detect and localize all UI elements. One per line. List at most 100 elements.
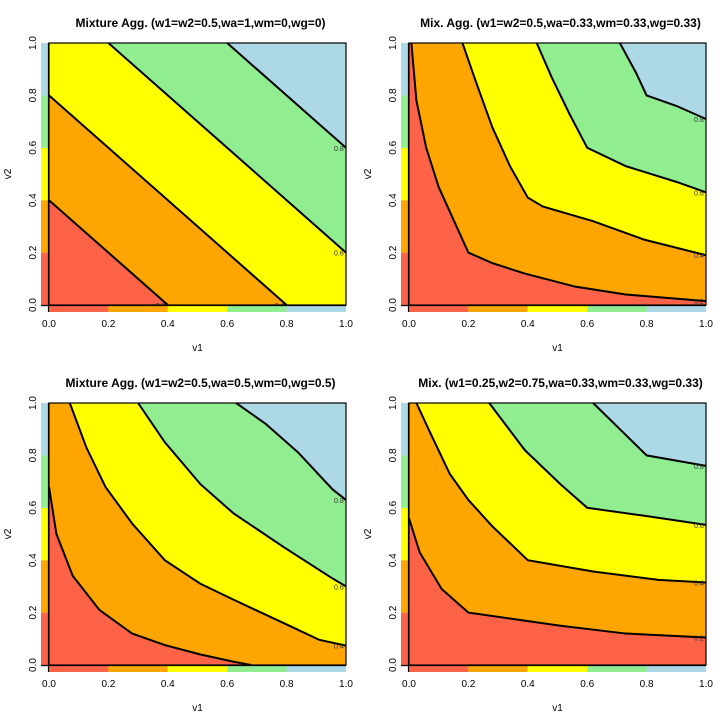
left-key-1 xyxy=(41,200,48,253)
y-axis-label: v2 xyxy=(363,168,374,179)
bottom-key-3 xyxy=(587,666,647,672)
region-below-0.4 xyxy=(409,403,706,665)
bottom-key-4 xyxy=(646,306,706,312)
plot-frame xyxy=(408,402,707,666)
contour-line-0.2 xyxy=(408,517,707,639)
x-tick-label: 0.4 xyxy=(521,319,535,330)
x-tick-label: 0.6 xyxy=(580,319,594,330)
contour-label-0.8: 0.8 xyxy=(694,117,704,124)
region-below-0.2 xyxy=(49,486,251,665)
contour-line-0.8 xyxy=(235,402,347,501)
y-tick-label: 0.8 xyxy=(388,448,399,462)
bottom-key-4 xyxy=(646,666,706,672)
x-tick-label: 0.4 xyxy=(161,319,175,330)
bottom-key-4 xyxy=(286,306,346,312)
panel-3: 0.20.40.60.80.00.20.40.60.81.00.00.20.40… xyxy=(3,376,353,714)
contour-label-0.4: 0.4 xyxy=(334,644,344,651)
contour-line-0.6 xyxy=(488,402,707,526)
bottom-key-0 xyxy=(409,666,469,672)
x-tick-label: 1.0 xyxy=(339,319,353,330)
contour-label-0.8: 0.8 xyxy=(334,146,344,153)
contour-label-0.6: 0.6 xyxy=(334,584,344,591)
contour-label-0.2: 0.2 xyxy=(694,299,704,306)
contour-line-0.2 xyxy=(48,486,252,666)
x-tick-label: 0.6 xyxy=(580,679,594,690)
panel-4: 0.2 0.4 0.6 0.8 0.0 0.2 0.4 0.6 0.8 1.0 0.0 0.2 0.4 0… xyxy=(363,376,713,714)
y-tick-label: 0.4 xyxy=(388,553,399,567)
x-tick-label: 0.2 xyxy=(101,679,115,690)
x-axis-label: v1 xyxy=(192,703,203,714)
contour-line-0.6 xyxy=(535,42,707,194)
y-tick-label: 0.6 xyxy=(28,140,39,154)
contour-line-0.4 xyxy=(415,402,707,584)
left-key-3 xyxy=(41,455,48,508)
bottom-key-4 xyxy=(286,666,346,672)
region-below-0.4 xyxy=(49,403,346,665)
panel-title: Mixture Agg. (w1=w2=0.5,wa=0.5,wm=0,wg=0… xyxy=(66,376,336,390)
bottom-key-0 xyxy=(409,306,469,312)
y-axis-label: v2 xyxy=(3,168,14,179)
y-tick-label: 0.6 xyxy=(28,500,39,514)
region-below-0.2 xyxy=(409,518,706,665)
y-tick-label: 0.0 xyxy=(28,658,39,672)
y-tick-label: 1.0 xyxy=(28,36,39,50)
contour-line-0.8 xyxy=(226,42,347,149)
y-axis-label: v2 xyxy=(3,528,14,539)
x-tick-label: 0.0 xyxy=(402,319,416,330)
left-key-4 xyxy=(41,403,48,456)
x-tick-label: 0.2 xyxy=(461,319,475,330)
left-key-2 xyxy=(41,147,48,201)
contour-label-0.4: 0.4 xyxy=(694,253,704,260)
y-tick-label: 0.0 xyxy=(388,658,399,672)
left-key-2 xyxy=(401,147,408,201)
y-tick-label: 0.6 xyxy=(388,140,399,154)
y-axis-label: v2 xyxy=(363,528,374,539)
bottom-key-2 xyxy=(527,666,588,672)
x-axis-label: v1 xyxy=(552,343,563,354)
y-tick-label: 0.0 xyxy=(28,298,39,312)
y-tick-label: 1.0 xyxy=(388,396,399,410)
y-tick-label: 0.0 xyxy=(388,298,399,312)
x-tick-label: 0.6 xyxy=(220,679,234,690)
left-key-0 xyxy=(401,612,408,665)
bottom-key-1 xyxy=(108,306,168,312)
left-key-1 xyxy=(401,200,408,253)
x-tick-label: 0.6 xyxy=(220,319,234,330)
bottom-key-2 xyxy=(527,306,588,312)
y-tick-label: 0.4 xyxy=(28,193,39,207)
y-tick-label: 0.4 xyxy=(388,193,399,207)
y-tick-label: 0.6 xyxy=(388,500,399,514)
x-tick-label: 0.2 xyxy=(461,679,475,690)
plot-frame xyxy=(408,42,707,306)
contour-line-0.4 xyxy=(68,402,347,647)
x-tick-label: 0.4 xyxy=(521,679,535,690)
y-tick-label: 1.0 xyxy=(388,36,399,50)
x-tick-label: 0.8 xyxy=(640,319,654,330)
panel-title: Mixture Agg. (w1=w2=0.5,wa=1,wm=0,wg=0) xyxy=(76,16,326,30)
panel-title: Mix. Agg. (w1=w2=0.5,wa=0.33,wm=0.33,wg=… xyxy=(420,16,701,30)
left-key-3 xyxy=(401,95,408,148)
bottom-key-2 xyxy=(167,666,228,672)
x-tick-label: 1.0 xyxy=(699,319,713,330)
x-tick-label: 1.0 xyxy=(339,679,353,690)
region-below-0.4 xyxy=(409,43,706,305)
bottom-key-0 xyxy=(49,306,109,312)
contour-label-0.8: 0.8 xyxy=(334,498,344,505)
y-tick-label: 0.8 xyxy=(28,448,39,462)
left-key-4 xyxy=(401,43,408,96)
x-tick-label: 0.0 xyxy=(42,319,56,330)
panel-title: Mix. (w1=0.25,w2=0.75,wa=0.33,wm=0.33,wg… xyxy=(418,376,703,390)
contour-line-0.4 xyxy=(48,94,288,306)
left-key-3 xyxy=(41,95,48,148)
left-key-2 xyxy=(401,507,408,561)
contour-line-0.6 xyxy=(137,402,347,588)
x-tick-label: 1.0 xyxy=(699,679,713,690)
y-tick-label: 0.2 xyxy=(28,605,39,619)
x-tick-label: 0.8 xyxy=(280,679,294,690)
bottom-key-1 xyxy=(468,666,528,672)
plot-frame xyxy=(48,402,347,666)
x-tick-label: 0.0 xyxy=(42,679,56,690)
contour-label-0.8: 0.8 xyxy=(694,464,704,471)
contour-line-0.2 xyxy=(410,42,707,303)
